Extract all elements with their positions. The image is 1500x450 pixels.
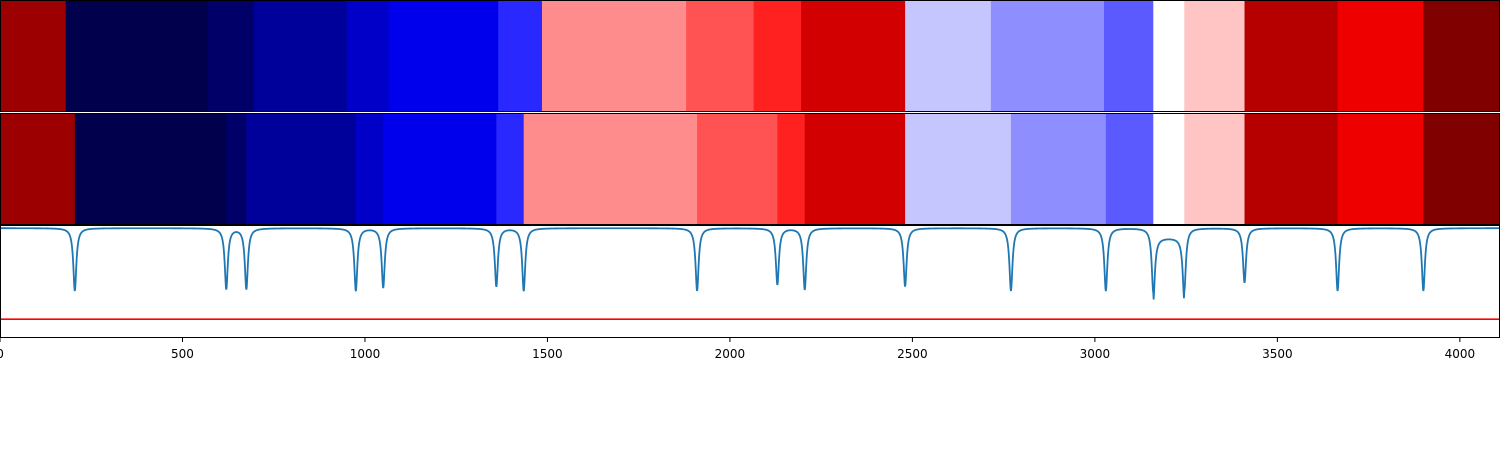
heatmap-cell-r1-0 [0, 113, 76, 225]
heatmap-row-top [0, 0, 1500, 112]
heatmap-cell-r0-3 [253, 0, 348, 112]
heatmap-cell-r1-6 [496, 113, 525, 225]
x-tick-label: 4000 [1445, 347, 1476, 361]
x-tick-label: 3000 [1080, 347, 1111, 361]
x-tick-label: 0 [0, 347, 4, 361]
heatmap-cell-r0-14 [1153, 0, 1185, 112]
x-tick-label: 2500 [897, 347, 928, 361]
x-tick-label: 500 [171, 347, 194, 361]
heatmap-cell-r0-10 [801, 0, 906, 112]
heatmap-cell-r0-16 [1244, 0, 1339, 112]
heatmap-cell-r1-3 [246, 113, 357, 225]
heatmap-cell-r1-15 [1184, 113, 1246, 225]
signal-panel [0, 227, 1500, 320]
heatmap-row-bottom [0, 113, 1500, 225]
x-tick-label: 2000 [715, 347, 746, 361]
heatmap-cell-r1-1 [74, 113, 227, 225]
heatmap-cell-r1-9 [777, 113, 806, 225]
heatmap-cell-r0-1 [65, 0, 209, 112]
heatmap-cell-r1-2 [226, 113, 247, 225]
heatmap-cell-r1-12 [1010, 113, 1107, 225]
heatmap-cell-r0-8 [686, 0, 755, 112]
heatmap-cell-r1-13 [1105, 113, 1154, 225]
heatmap-cell-r1-18 [1423, 113, 1500, 225]
heatmap-cell-r0-6 [498, 0, 543, 112]
heatmap-cell-r0-2 [208, 0, 255, 112]
heatmap-cell-r0-18 [1423, 0, 1500, 112]
heatmap-cell-r1-4 [355, 113, 384, 225]
heatmap-cell-r1-17 [1337, 113, 1424, 225]
signal-series-line [0, 227, 1500, 300]
heatmap-cell-r1-16 [1244, 113, 1339, 225]
x-tick-label: 1500 [532, 347, 563, 361]
heatmap-cell-r0-13 [1104, 0, 1154, 112]
heatmap-cell-r0-7 [541, 0, 687, 112]
heatmap-cell-r1-5 [383, 113, 497, 225]
heatmap-cell-r0-11 [905, 0, 992, 112]
heatmap-cell-r0-5 [388, 0, 499, 112]
heatmap-cell-r1-10 [804, 113, 906, 225]
heatmap-cell-r0-0 [0, 0, 67, 112]
heatmap-cell-r1-7 [523, 113, 698, 225]
heatmap-cell-r1-8 [697, 113, 778, 225]
x-tick-label: 3500 [1262, 347, 1293, 361]
heatmap-cell-r1-14 [1153, 113, 1185, 225]
heatmap-cell-r0-15 [1184, 0, 1246, 112]
heatmap-cell-r1-11 [905, 113, 1012, 225]
heatmap-cell-r0-17 [1337, 0, 1424, 112]
x-axis: 0 500 1000 1500 2000 2500 3000 3500 4000 [0, 338, 1475, 361]
heatmap-cell-r0-4 [346, 0, 390, 112]
heatmap-cell-r0-9 [753, 0, 802, 112]
x-tick-label: 1000 [350, 347, 381, 361]
heatmap-cell-r0-12 [990, 0, 1105, 112]
